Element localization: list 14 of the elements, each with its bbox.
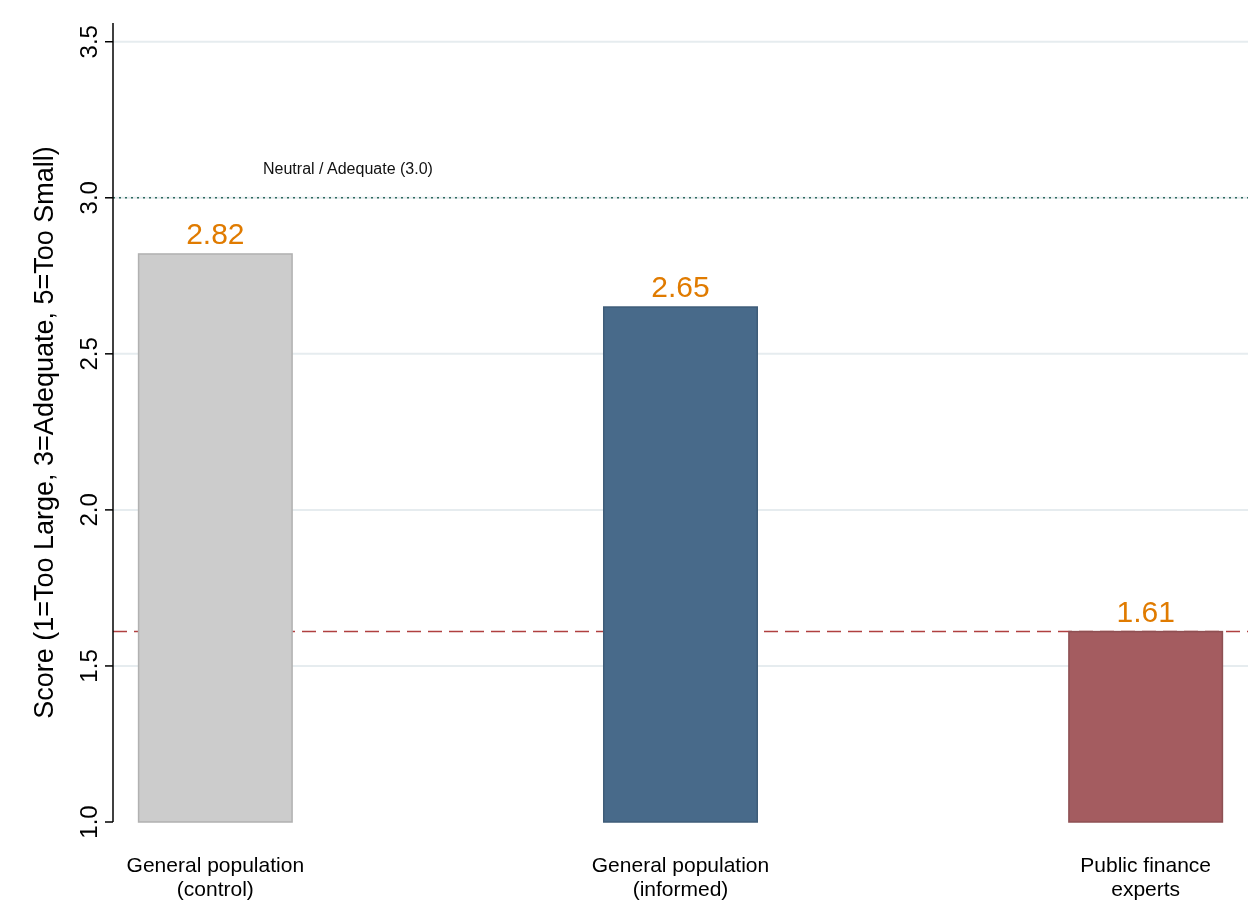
y-tick-label: 3.0	[75, 181, 102, 215]
data-label: 2.82	[186, 216, 245, 250]
y-tick-label: 1.5	[75, 649, 102, 683]
x-tick-label: General population (control)	[126, 853, 305, 900]
data-label: 1.61	[1116, 594, 1175, 628]
y-tick-label: 2.5	[75, 337, 102, 371]
y-tick-label: 1.0	[75, 805, 102, 839]
ref-line-label: Neutral / Adequate (3.0)	[263, 159, 433, 177]
x-tick-label: Public finance experts	[1080, 853, 1212, 900]
y-tick-label: 2.0	[75, 493, 102, 527]
y-tick-label: 3.5	[75, 25, 102, 59]
data-label: 2.65	[651, 270, 710, 304]
x-tick-label: General population (informed)	[591, 853, 770, 900]
y-axis-title: Score (1=Too Large, 3=Adequate, 5=Too Small)	[29, 146, 59, 719]
